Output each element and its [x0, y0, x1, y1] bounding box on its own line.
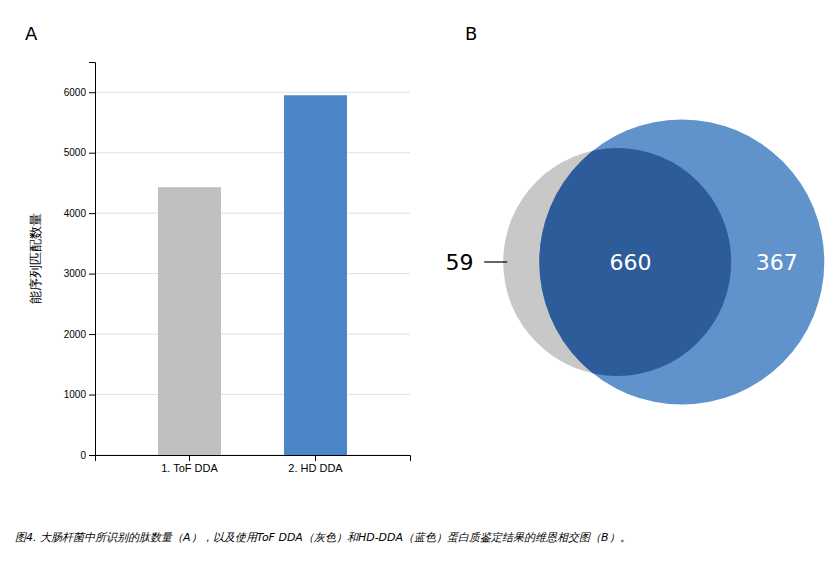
grid-line [95, 334, 410, 335]
grid-line [95, 92, 410, 93]
venn-region-left [503, 148, 731, 376]
y-tick-mark [89, 153, 95, 154]
x-tick-label: 2. HD DDA [288, 462, 343, 474]
y-tick: 0 [80, 450, 95, 461]
x-axis: 1. ToF DDA 2. HD DDA [96, 455, 411, 474]
y-tick-label: 5000 [64, 147, 87, 158]
y-axis-title: 能序列匹配数量 [28, 213, 43, 304]
y-tick-mark [89, 274, 95, 275]
x-tick: 1. ToF DDA [161, 455, 218, 474]
y-axis-line [89, 63, 96, 456]
y-tick: 6000 [64, 87, 95, 98]
y-axis: 0 1000 2000 3000 4000 5000 6000 [64, 63, 96, 461]
y-tick-mark [89, 213, 95, 214]
grid-line [95, 152, 410, 153]
x-tick: 2. HD DDA [288, 455, 343, 474]
y-tick: 1000 [64, 389, 95, 400]
y-tick-mark [89, 455, 95, 456]
grid-line [95, 394, 410, 395]
leader-line [484, 261, 507, 262]
x-tick-mark [189, 455, 190, 461]
bars [158, 95, 347, 455]
y-tick: 3000 [64, 268, 95, 279]
chart-svg: A 0 1000 2000 3000 4000 5000 6000 1. ToF DDA 2. H… [0, 0, 838, 563]
y-tick-label: 3000 [64, 268, 87, 279]
y-tick-mark [89, 334, 95, 335]
y-tick-label: 2000 [64, 329, 87, 340]
caption: 图4. 大肠杆菌中所识别的肽数量（A），以及使用ToF DDA（灰色）和HD-D… [15, 531, 631, 544]
grid-line [95, 273, 410, 274]
y-tick-label: 1000 [64, 389, 87, 400]
grid-line [95, 213, 410, 214]
venn-region-overlap [503, 148, 731, 376]
bar [284, 95, 347, 455]
bar [158, 187, 221, 455]
data-label: 59 [446, 250, 474, 275]
panel-title: A [25, 23, 38, 44]
y-tick: 4000 [64, 208, 95, 219]
y-tick-label: 4000 [64, 208, 87, 219]
venn-labels: 59 660 367 [446, 250, 798, 275]
x-tick-label: 1. ToF DDA [161, 462, 218, 474]
data-label: 660 [610, 250, 652, 275]
grid [95, 92, 410, 455]
venn [503, 120, 824, 405]
y-tick-label: 6000 [64, 87, 87, 98]
y-tick-label: 0 [80, 450, 86, 461]
y-tick-mark [89, 92, 95, 93]
x-tick-mark [315, 455, 316, 461]
x-axis-line [96, 456, 411, 462]
data-label: 367 [756, 250, 798, 275]
y-tick: 5000 [64, 147, 95, 158]
y-tick-mark [89, 395, 95, 396]
y-tick: 2000 [64, 329, 95, 340]
panel-title: B [465, 23, 477, 44]
